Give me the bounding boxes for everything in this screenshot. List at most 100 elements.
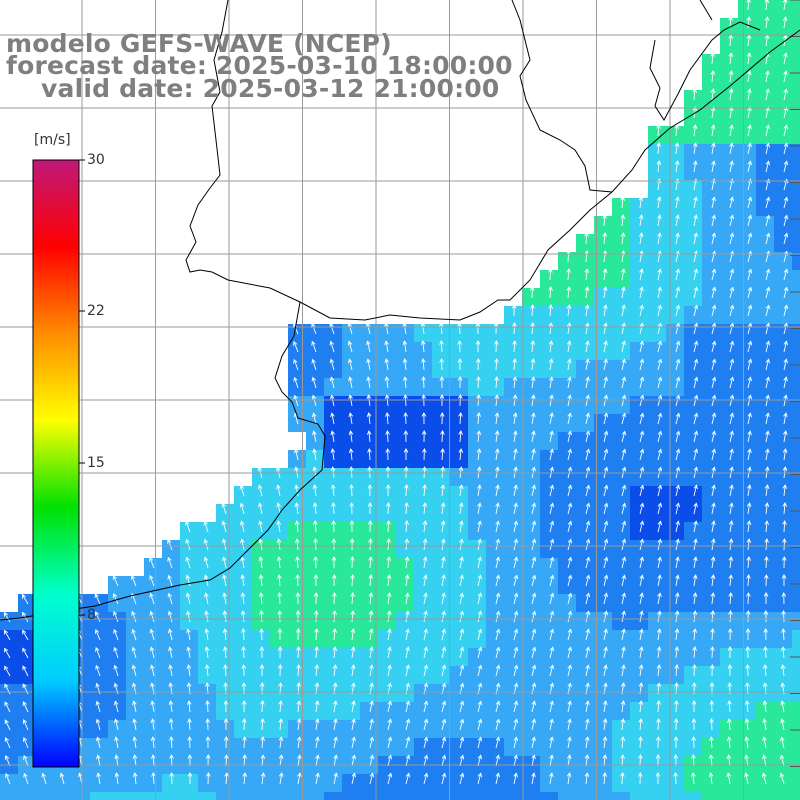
wind-speed-cell (702, 90, 720, 108)
wind-speed-cell (540, 306, 558, 324)
wind-arrow (531, 646, 537, 659)
wind-arrow (747, 196, 753, 209)
wind-speed-cell (792, 108, 800, 126)
wind-arrow (204, 592, 209, 605)
wind-arrow (708, 772, 714, 785)
wind-speed-cell (0, 720, 18, 738)
wind-speed-cell (612, 216, 630, 234)
wind-speed-cell (774, 738, 792, 756)
wind-arrow (746, 502, 752, 515)
wind-speed-cell (648, 198, 666, 216)
wind-arrow (783, 214, 789, 227)
wind-speed-cell (774, 612, 792, 630)
wind-arrow (223, 736, 229, 749)
wind-arrow (221, 520, 227, 533)
wind-arrow (729, 160, 734, 173)
wind-speed-cell (396, 414, 414, 432)
wind-speed-cell (360, 468, 378, 486)
wind-arrow (131, 628, 137, 641)
wind-arrow (711, 376, 717, 389)
wind-arrow (438, 322, 444, 335)
wind-speed-cell (468, 576, 486, 594)
wind-arrow (530, 340, 536, 353)
wind-arrow (351, 754, 357, 767)
wind-arrow (783, 412, 788, 425)
wind-speed-cell (756, 504, 774, 522)
wind-speed-cell (270, 468, 288, 486)
wind-speed-cell (468, 486, 486, 504)
wind-speed-cell (378, 504, 396, 522)
wind-speed-cell (144, 630, 162, 648)
wind-speed-cell (180, 630, 198, 648)
wind-speed-cell (450, 684, 468, 702)
wind-arrow (655, 772, 661, 785)
wind-arrow (513, 646, 519, 659)
wind-speed-cell (252, 504, 270, 522)
wind-arrow (511, 304, 517, 317)
wind-arrow (441, 700, 447, 713)
wind-arrow (311, 376, 317, 389)
wind-speed-cell (720, 576, 738, 594)
wind-arrow (278, 718, 284, 731)
wind-arrow (258, 574, 264, 587)
wind-speed-cell (414, 342, 432, 360)
wind-arrow (548, 268, 553, 281)
wind-arrow (259, 664, 265, 676)
wind-speed-cell (540, 468, 558, 486)
wind-arrow (602, 286, 608, 299)
wind-arrow (639, 520, 645, 533)
wind-speed-cell (486, 450, 504, 468)
wind-speed-cell (684, 270, 702, 288)
wind-speed-cell (612, 486, 630, 504)
wind-speed-cell (594, 360, 612, 378)
wind-arrow (783, 124, 789, 137)
wind-speed-cell (792, 18, 800, 36)
wind-arrow (621, 628, 626, 641)
wind-speed-cell (576, 468, 594, 486)
wind-arrow (276, 502, 281, 515)
wind-speed-cell (504, 486, 522, 504)
wind-speed-cell (342, 738, 360, 756)
wind-speed-cell (432, 522, 450, 540)
wind-arrow (422, 484, 427, 497)
wind-arrow (747, 124, 752, 137)
wind-arrow (186, 664, 192, 677)
wind-speed-cell (720, 342, 738, 360)
wind-speed-cell (432, 666, 450, 684)
wind-speed-cell (414, 774, 432, 792)
wind-arrow (385, 430, 390, 443)
wind-arrow (693, 448, 699, 461)
wind-arrow (621, 268, 626, 281)
wind-arrow (747, 106, 752, 119)
wind-speed-cell (702, 630, 720, 648)
wind-arrow (149, 556, 155, 569)
wind-arrow (531, 412, 536, 425)
wind-arrow (639, 430, 645, 443)
wind-arrow (494, 376, 499, 389)
wind-speed-cell (738, 558, 756, 576)
wind-arrow (187, 736, 192, 749)
wind-arrow (783, 322, 789, 335)
wind-arrow (567, 520, 573, 533)
wind-speed-cell (342, 684, 360, 702)
wind-arrow (566, 340, 572, 353)
wind-speed-cell (648, 774, 666, 792)
wind-speed-cell (198, 738, 216, 756)
wind-arrow (711, 502, 716, 515)
wind-speed-cell (774, 468, 792, 486)
wind-speed-cell (774, 486, 792, 504)
wind-speed-cell (792, 36, 800, 54)
wind-speed-cell (360, 684, 378, 702)
wind-speed-cell (450, 666, 468, 684)
wind-speed-cell (414, 648, 432, 666)
wind-speed-cell (720, 666, 738, 684)
wind-arrow (314, 718, 320, 731)
wind-arrow (131, 664, 137, 677)
wind-arrow (513, 448, 518, 461)
wind-speed-cell (306, 792, 324, 800)
wind-speed-cell (756, 234, 774, 252)
wind-speed-cell (792, 522, 800, 540)
wind-speed-cell (792, 0, 800, 18)
wind-speed-cell (342, 792, 360, 800)
coastline-gulf (0, 301, 326, 621)
